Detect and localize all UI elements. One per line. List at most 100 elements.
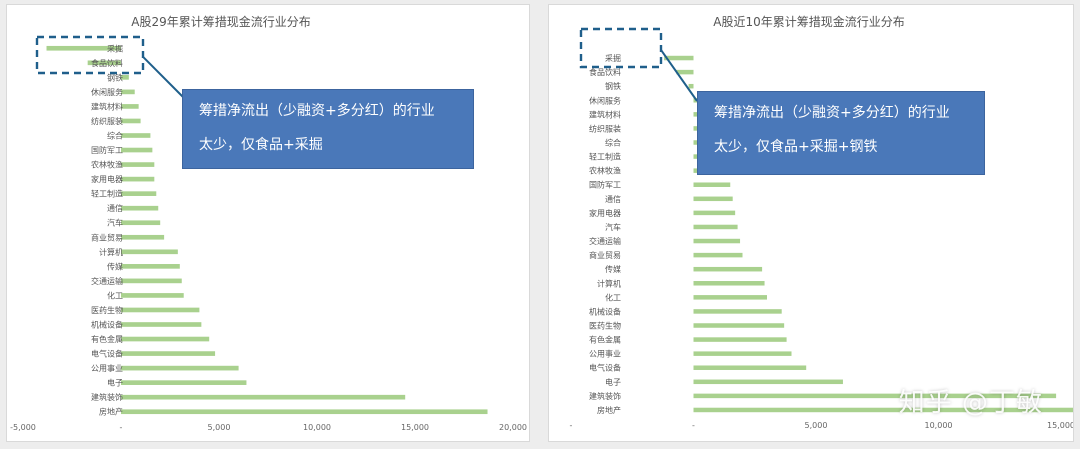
callout-line-2: 太少，仅食品+采掘+钢铁 <box>714 139 878 155</box>
bar-医药生物 <box>693 323 785 328</box>
x-tick-label: 10,000 <box>925 421 953 430</box>
bar-汽车 <box>121 220 161 226</box>
bar-公用事业 <box>121 365 239 371</box>
x-tick-label: - <box>570 421 573 430</box>
category-label: 家用电器 <box>589 208 621 218</box>
category-label: 采掘 <box>107 43 123 53</box>
bar-电子 <box>121 380 247 385</box>
bar-食品饮料 <box>676 69 694 75</box>
category-label: 传媒 <box>107 261 123 271</box>
category-label: 通信 <box>107 203 123 213</box>
bar-通信 <box>121 205 159 211</box>
category-label: 机械设备 <box>91 320 123 330</box>
callout-line-1: 筹措净流出（少融资+多分红）的行业 <box>714 105 950 121</box>
category-label: 纺织服装 <box>589 123 621 133</box>
category-label: 计算机 <box>597 278 621 288</box>
category-label: 轻工制造 <box>91 189 123 199</box>
bar-传媒 <box>693 266 763 272</box>
category-label: 国防军工 <box>589 180 621 190</box>
bar-采掘 <box>46 45 121 51</box>
bar-轻工制造 <box>121 191 157 196</box>
bar-公用事业 <box>693 351 792 356</box>
x-tick-label: 20,000 <box>499 423 527 432</box>
category-label: 电气设备 <box>589 363 621 373</box>
category-label: 建筑装饰 <box>91 392 123 402</box>
bar-采掘 <box>664 55 694 61</box>
bar-chart-right: A股近10年累计筹措现金流行业分布采掘食品饮料钢铁休闲服务建筑材料纺织服装综合轻… <box>570 14 1073 430</box>
category-label: 农林牧渔 <box>589 166 621 176</box>
category-label: 综合 <box>605 138 621 148</box>
bar-交通运输 <box>693 238 741 244</box>
category-label: 电子 <box>107 378 123 388</box>
category-label: 公用事业 <box>91 363 123 373</box>
category-label: 机械设备 <box>589 306 621 316</box>
bar-chart-left: A股29年累计筹措现金流行业分布采掘食品饮料钢铁休闲服务建筑材料纺织服装综合国防… <box>10 14 527 432</box>
chart-panel-left: A股29年累计筹措现金流行业分布 采掘 食品饮料 钢铁 休闲服务 建筑材料 纺织服装 综合 国防… <box>6 4 530 442</box>
category-label: 传媒 <box>605 264 621 274</box>
category-label: 电气设备 <box>91 349 123 359</box>
bar-计算机 <box>693 281 765 286</box>
category-label: 医药生物 <box>91 305 123 315</box>
bar-商业贸易 <box>693 252 743 258</box>
bar-家用电器 <box>693 210 736 216</box>
category-label: 计算机 <box>99 247 123 257</box>
category-label: 交通运输 <box>91 276 123 286</box>
category-label: 化工 <box>605 292 621 302</box>
x-tick-label: - <box>692 421 695 430</box>
bar-医药生物 <box>121 307 200 313</box>
chart-panel-right: A股近10年累计筹措现金流行业分布 采掘 食品饮料 钢铁 休闲服务 建筑材料 纺织服装 综合轻… <box>548 4 1074 442</box>
category-label: 通信 <box>605 194 621 204</box>
bar-化工 <box>121 293 184 298</box>
category-label: 汽车 <box>107 218 123 228</box>
watermark: 知乎 @丁敏 <box>898 388 1043 418</box>
chart-title: A股近10年累计筹措现金流行业分布 <box>713 14 904 29</box>
bar-化工 <box>693 295 767 300</box>
category-label: 有色金属 <box>589 335 621 345</box>
category-label: 建筑材料 <box>589 109 621 119</box>
bar-钢铁 <box>688 83 694 89</box>
x-tick-label: 15,000 <box>401 423 429 432</box>
bar-汽车 <box>693 224 738 230</box>
bar-房地产 <box>121 409 488 415</box>
category-label: 房地产 <box>597 405 621 415</box>
bar-电子 <box>693 379 843 385</box>
bar-国防军工 <box>693 182 731 187</box>
bar-农林牧渔 <box>121 162 155 167</box>
category-label: 休闲服务 <box>589 95 621 105</box>
category-label: 食品饮料 <box>91 58 123 68</box>
category-label: 房地产 <box>99 407 123 417</box>
bar-钢铁 <box>121 75 129 80</box>
bar-电气设备 <box>121 351 216 356</box>
bar-纺织服装 <box>121 118 141 124</box>
category-label: 纺织服装 <box>91 116 123 126</box>
category-label: 汽车 <box>605 222 621 232</box>
category-label: 建筑材料 <box>91 101 123 111</box>
bar-传媒 <box>121 264 180 269</box>
bar-建筑装饰 <box>121 394 406 400</box>
category-label: 商业贸易 <box>589 250 621 260</box>
bar-房地产 <box>693 407 1073 413</box>
category-label: 综合 <box>107 131 123 141</box>
callout-box-right: 筹措净流出（少融资+多分红）的行业 太少，仅食品+采掘+钢铁 <box>697 91 985 175</box>
bar-休闲服务 <box>121 89 135 95</box>
category-label: 建筑装饰 <box>589 391 621 401</box>
bar-机械设备 <box>121 322 202 327</box>
callout-leader-line <box>142 56 184 98</box>
bar-建筑装饰 <box>693 393 1057 399</box>
category-label: 公用事业 <box>589 349 621 359</box>
category-label: 食品饮料 <box>589 67 621 77</box>
category-label: 交通运输 <box>589 236 621 246</box>
category-label: 钢铁 <box>605 81 621 91</box>
bar-国防军工 <box>121 147 153 153</box>
bar-计算机 <box>121 249 178 255</box>
x-tick-label: 10,000 <box>303 423 331 432</box>
bar-建筑材料 <box>121 104 139 109</box>
bar-综合 <box>121 133 151 138</box>
bar-有色金属 <box>693 337 787 342</box>
bar-通信 <box>693 196 733 202</box>
x-tick-label: 15,000 <box>1047 421 1073 430</box>
x-tick-label: 5,000 <box>208 423 231 432</box>
callout-box-left: 筹措净流出（少融资+多分红）的行业 太少，仅食品+采掘 <box>182 89 474 169</box>
category-label: 休闲服务 <box>91 87 123 97</box>
category-label: 国防军工 <box>91 145 123 155</box>
